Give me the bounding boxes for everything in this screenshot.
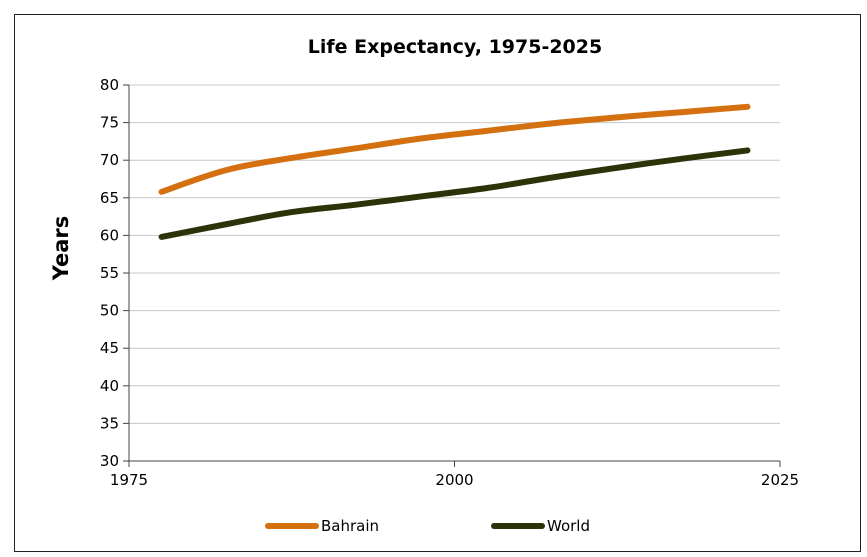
series-line-world [158,147,751,240]
gridlines [129,84,780,424]
y-tick-label-55: 55 [100,264,119,282]
y-tick-labels: 30 35 40 45 50 55 60 65 70 75 80 [100,76,119,470]
y-tick-label-75: 75 [100,114,119,132]
y-tick-label-50: 50 [100,302,119,320]
chart-frame [14,14,861,552]
legend-label-bahrain: Bahrain [321,517,379,535]
y-tick-label-40: 40 [100,377,119,395]
x-tick-label-1975: 1975 [110,471,148,489]
y-tick-label-35: 35 [100,414,119,432]
legend-label-world: World [547,517,590,535]
y-tick-label-70: 70 [100,151,119,169]
y-tick-label-65: 65 [100,189,119,207]
y-tick-label-30: 30 [100,452,119,470]
legend: Bahrain World [265,517,590,535]
series-line-bahrain [158,103,751,195]
x-tick-label-2025: 2025 [761,471,799,489]
y-tick-label-80: 80 [100,76,119,94]
x-tick-label-2000: 2000 [435,471,473,489]
y-axis-label: Years [49,216,73,282]
axes [123,84,781,467]
y-tick-label-45: 45 [100,339,119,357]
chart-title: Life Expectancy, 1975-2025 [308,36,602,58]
y-tick-label-60: 60 [100,226,119,244]
series-lines [158,103,751,240]
x-tick-labels: 1975 2000 2025 [110,471,799,489]
